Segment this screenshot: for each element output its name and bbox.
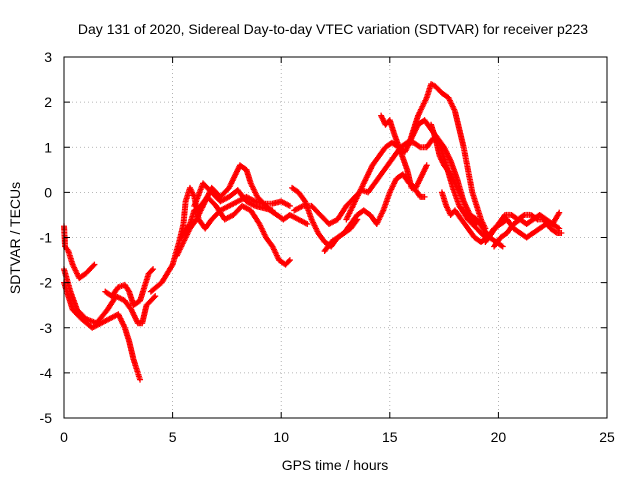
y-tick-label: -1 — [40, 230, 53, 246]
series-track-11 — [321, 162, 430, 255]
x-tick-labels: 0 5 10 15 20 25 — [60, 429, 615, 445]
x-tick-label: 25 — [599, 429, 615, 445]
point-markers — [191, 180, 276, 214]
point-markers — [102, 266, 157, 309]
series-track-8 — [191, 180, 276, 214]
x-tick-label: 5 — [169, 429, 177, 445]
point-markers — [406, 81, 489, 232]
point-markers — [491, 211, 563, 250]
y-tick-label: 1 — [44, 139, 52, 155]
x-tick-label: 20 — [491, 429, 507, 445]
point-markers — [173, 162, 311, 259]
point-markers — [378, 112, 428, 200]
series-track-18 — [491, 211, 563, 250]
y-tick-label: -3 — [40, 320, 53, 336]
y-tick-label: 0 — [44, 184, 52, 200]
y-tick-label: -5 — [40, 410, 53, 426]
y-axis-label: SDTVAR / TECUs — [7, 182, 23, 294]
series-track-7 — [173, 162, 311, 259]
x-tick-label: 0 — [60, 429, 68, 445]
y-tick-label: -4 — [40, 365, 53, 381]
series-track-13 — [378, 112, 428, 200]
y-tick-label: 2 — [44, 94, 52, 110]
chart-title: Day 131 of 2020, Sidereal Day-to-day VTE… — [78, 21, 588, 37]
y-tick-labels: -5 -4 -3 -2 -1 0 1 2 3 — [40, 49, 53, 426]
y-tick-label: 3 — [44, 49, 52, 65]
x-tick-label: 10 — [273, 429, 289, 445]
series-track-14 — [406, 81, 489, 232]
point-markers — [321, 162, 430, 255]
axis-ticks — [63, 56, 608, 419]
y-tick-label: -2 — [40, 275, 53, 291]
x-tick-label: 15 — [382, 429, 398, 445]
x-axis-label: GPS time / hours — [282, 457, 389, 473]
series-track-4 — [102, 266, 157, 309]
grid — [64, 57, 607, 418]
